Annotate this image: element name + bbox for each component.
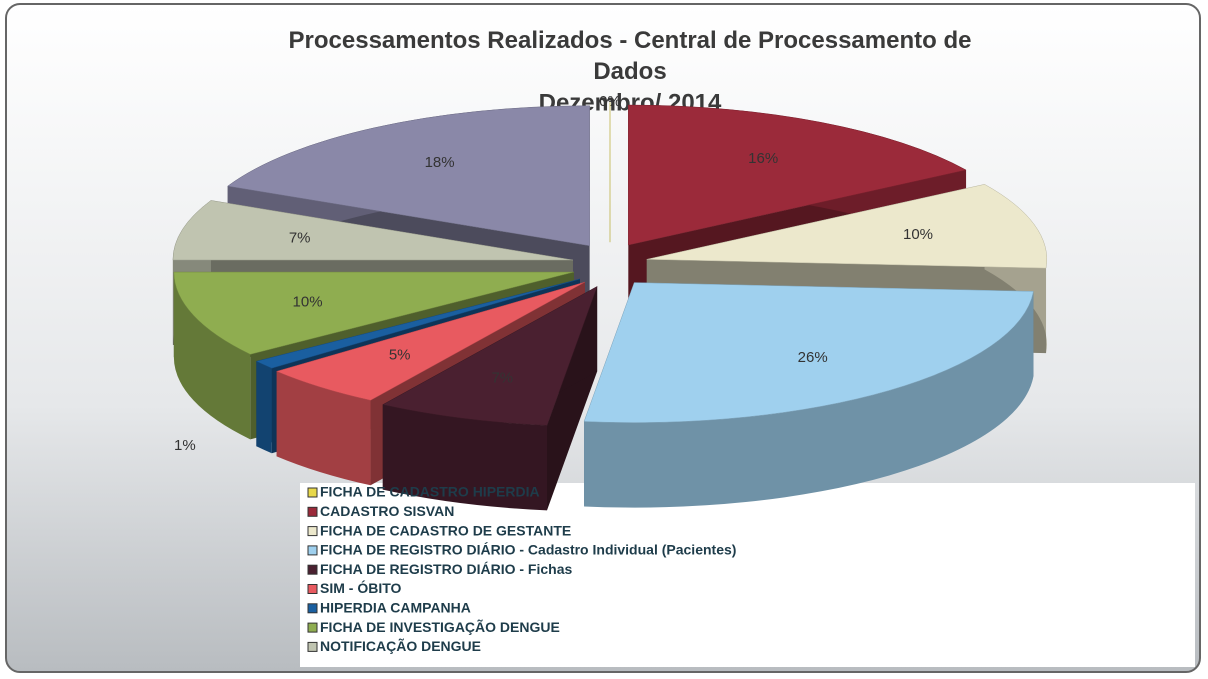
legend-swatch <box>307 506 318 517</box>
legend-label: FICHA DE INVESTIGAÇÃO DENGUE <box>320 618 560 635</box>
slice <box>255 278 581 369</box>
chart-title: Processamentos Realizados - Central de P… <box>289 27 972 85</box>
legend-swatch <box>307 545 318 556</box>
data-label: 5% <box>389 347 411 364</box>
data-label: 26% <box>798 349 828 366</box>
legend-label: FICHA DE REGISTRO DIÁRIO - Fichas <box>320 561 572 577</box>
slice <box>382 285 598 426</box>
legend-swatch <box>307 603 318 614</box>
slice-side <box>256 361 272 454</box>
slice <box>227 105 590 247</box>
legend-swatch <box>307 584 318 594</box>
legend-swatch <box>307 622 318 633</box>
data-label: 10% <box>903 226 933 243</box>
data-label: 7% <box>289 230 311 247</box>
legend-label: FICHA DE REGISTRO DIÁRIO - Cadastro Indi… <box>320 542 736 558</box>
legend-swatch <box>307 564 318 575</box>
legend-swatch <box>307 487 318 498</box>
legend-label: FICHA DE CADASTRO DE GESTANTE <box>320 522 571 538</box>
slice-side <box>584 291 1034 508</box>
slice-side <box>173 272 251 440</box>
legend-swatch <box>307 641 318 652</box>
slice <box>646 184 1048 269</box>
slice-side <box>276 371 371 486</box>
data-label: 10% <box>293 293 323 310</box>
legend-label: HIPERDIA CAMPANHA <box>320 600 471 616</box>
slice <box>172 200 573 261</box>
data-label: 18% <box>425 154 455 171</box>
legend-swatch <box>307 526 318 537</box>
slice <box>275 281 585 401</box>
legend-label: SIM - ÓBITO <box>320 579 402 596</box>
slice-side <box>382 404 547 511</box>
slice <box>628 104 967 246</box>
legend-label: NOTIFICAÇÃO DENGUE <box>320 637 481 654</box>
legend-label: CADASTRO SISVAN <box>320 503 454 519</box>
legend-label: FICHA DE CADASTRO HIPERDIA <box>320 484 540 500</box>
data-label: 1% <box>174 437 196 454</box>
data-label: 16% <box>748 150 778 167</box>
legend-box <box>300 483 1195 667</box>
slice <box>583 282 1034 423</box>
data-label: 7% <box>491 370 513 387</box>
slice <box>173 271 574 355</box>
data-label: 0% <box>599 93 621 110</box>
